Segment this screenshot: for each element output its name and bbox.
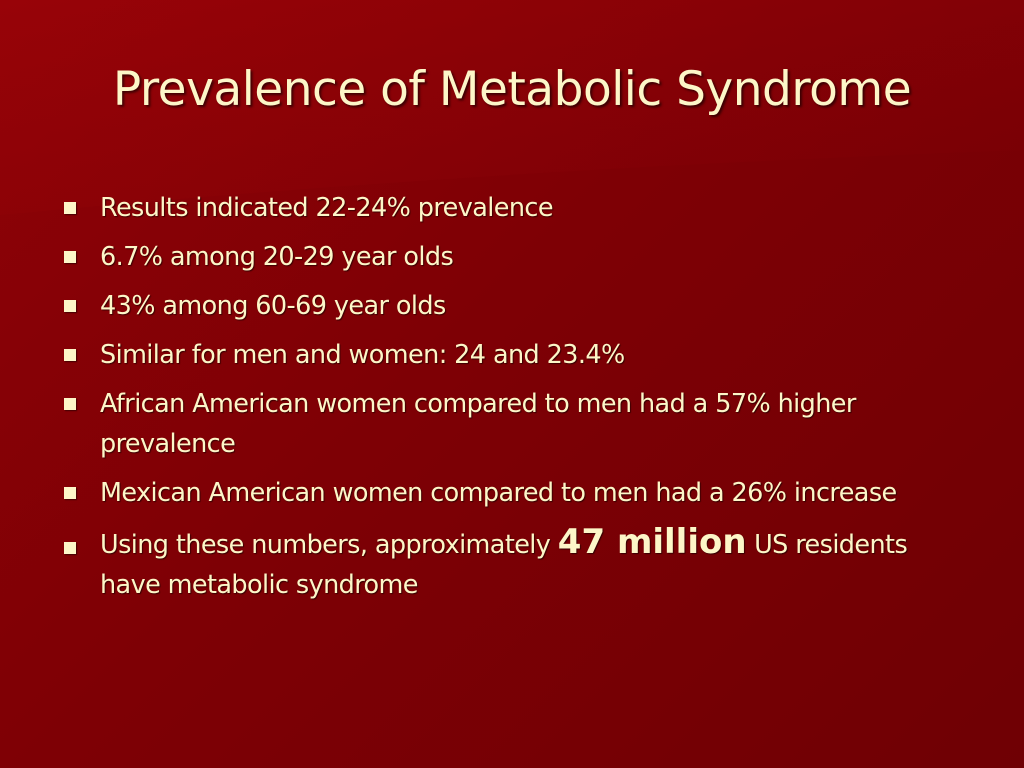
bullet-item: Results indicated 22-24% prevalence bbox=[62, 188, 962, 228]
bullet-text-before: Using these numbers, approximately bbox=[100, 530, 558, 560]
bullet-item: Similar for men and women: 24 and 23.4% bbox=[62, 335, 962, 375]
bullet-text-after: US residents have metabolic syndrome bbox=[100, 530, 908, 600]
bullet-text: African American women compared to men h… bbox=[100, 389, 856, 459]
bullet-list: Results indicated 22-24% prevalence 6.7%… bbox=[62, 188, 962, 605]
bullet-item: 6.7% among 20-29 year olds bbox=[62, 237, 962, 277]
bullet-item-highlight: Using these numbers, approximately 47 mi… bbox=[62, 522, 962, 605]
bullet-text: Results indicated 22-24% prevalence bbox=[100, 193, 554, 223]
square-bullet-icon bbox=[64, 202, 76, 214]
square-bullet-icon bbox=[64, 349, 76, 361]
bullet-text: Similar for men and women: 24 and 23.4% bbox=[100, 340, 625, 370]
bullet-text: Mexican American women compared to men h… bbox=[100, 478, 897, 508]
slide-title: Prevalence of Metabolic Syndrome bbox=[112, 62, 912, 117]
bullet-emphasis: 47 million bbox=[557, 522, 747, 562]
square-bullet-icon bbox=[64, 398, 76, 410]
bullet-text: 6.7% among 20-29 year olds bbox=[100, 242, 454, 272]
square-bullet-icon bbox=[64, 487, 76, 499]
square-bullet-icon bbox=[64, 542, 76, 554]
bullet-text: 43% among 60-69 year olds bbox=[100, 291, 446, 321]
bullet-item: African American women compared to men h… bbox=[62, 384, 962, 464]
bullet-item: 43% among 60-69 year olds bbox=[62, 286, 962, 326]
square-bullet-icon bbox=[64, 300, 76, 312]
bullet-item: Mexican American women compared to men h… bbox=[62, 473, 962, 513]
square-bullet-icon bbox=[64, 251, 76, 263]
